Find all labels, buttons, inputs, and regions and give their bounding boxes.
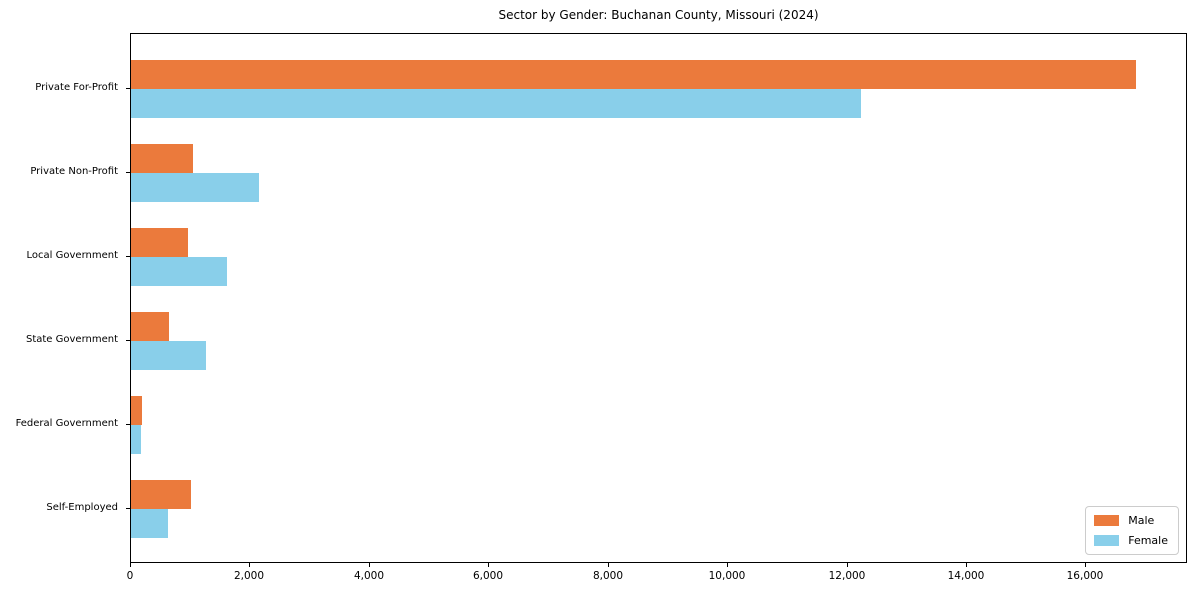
legend: Male Female [1085,506,1179,555]
y-tick-mark [126,172,130,173]
x-tick-mark [608,563,609,567]
x-tick-label-4000: 4,000 [353,570,385,582]
chart-title: Sector by Gender: Buchanan County, Misso… [498,8,819,22]
x-tick-mark [727,563,728,567]
x-tick-mark [847,563,848,567]
x-tick-label-6000: 6,000 [472,570,504,582]
x-tick-label-2000: 2,000 [233,570,265,582]
x-tick-mark [488,563,489,567]
bar-male-local-government [131,228,188,257]
x-tick-mark [369,563,370,567]
y-tick-label-state-government: State Government [25,334,118,345]
x-tick-label-10000: 10,000 [708,570,746,582]
female-color-swatch [1094,535,1120,546]
y-tick-mark [126,424,130,425]
x-tick-label-12000: 12,000 [828,570,866,582]
bar-female-local-government [131,257,227,286]
bar-male-private-non-profit [131,144,193,173]
x-tick-mark [966,563,967,567]
x-tick-mark [130,563,131,567]
y-tick-mark [126,508,130,509]
y-tick-mark [126,256,130,257]
bar-male-private-for-profit [131,60,1136,89]
legend-label-female: Female [1128,534,1168,547]
bar-female-private-for-profit [131,89,861,118]
bar-female-state-government [131,341,206,370]
x-tick-mark [249,563,250,567]
y-tick-label-self-employed: Self-Employed [46,502,118,513]
x-tick-label-0: 0 [126,570,134,582]
y-tick-mark [126,88,130,89]
plot-area: Male Female [130,33,1187,563]
legend-item-male: Male [1094,514,1168,527]
bar-male-state-government [131,312,169,341]
bar-female-private-non-profit [131,173,259,202]
x-tick-mark [1085,563,1086,567]
x-tick-label-14000: 14,000 [947,570,985,582]
y-tick-label-local-government: Local Government [26,250,118,261]
male-color-swatch [1094,515,1120,526]
bar-male-federal-government [131,396,142,425]
legend-item-female: Female [1094,534,1168,547]
y-tick-label-private-for-profit: Private For-Profit [35,82,118,93]
x-tick-label-8000: 8,000 [592,570,624,582]
y-tick-mark [126,340,130,341]
bar-female-federal-government [131,425,141,454]
x-tick-label-16000: 16,000 [1066,570,1104,582]
y-tick-label-federal-government: Federal Government [15,418,118,429]
legend-label-male: Male [1128,514,1155,527]
bar-male-self-employed [131,480,191,509]
bar-female-self-employed [131,509,168,538]
y-tick-label-private-non-profit: Private Non-Profit [30,166,118,177]
